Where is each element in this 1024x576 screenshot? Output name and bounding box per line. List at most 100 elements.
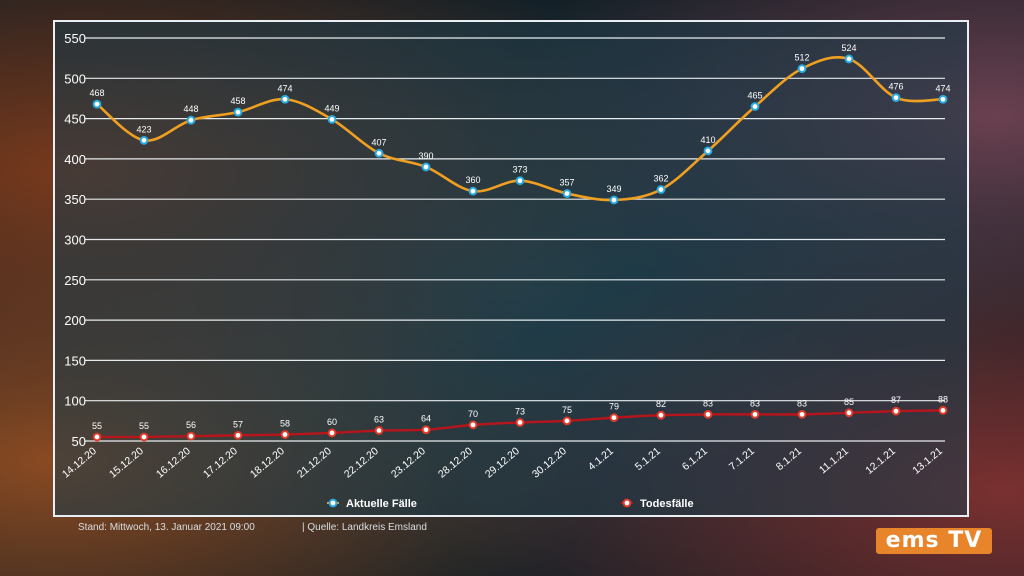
data-point [844, 54, 854, 64]
data-point [797, 64, 807, 74]
y-tick-label: 550 [64, 31, 86, 46]
x-tick-label: 11.1.21 [817, 445, 851, 476]
x-tick-label: 17.12.20 [201, 445, 240, 481]
data-point [656, 410, 666, 420]
data-label: 75 [562, 405, 572, 415]
data-point [186, 431, 196, 441]
legend-marker [328, 498, 338, 508]
x-tick-label: 6.1.21 [680, 445, 710, 473]
data-label: 407 [371, 137, 386, 147]
data-point [233, 107, 243, 117]
data-label: 79 [609, 402, 619, 412]
chart-frame [53, 20, 969, 517]
footer-stand: Stand: Mittwoch, 13. Januar 2021 09:00 [78, 522, 255, 533]
data-label: 85 [844, 397, 854, 407]
data-label: 82 [656, 399, 666, 409]
data-label: 64 [421, 414, 431, 424]
data-label: 390 [418, 151, 433, 161]
x-tick-label: 14.12.20 [60, 445, 99, 481]
data-label: 83 [750, 398, 760, 408]
data-point [468, 420, 478, 430]
x-tick-label: 18.12.20 [248, 445, 287, 481]
data-point [374, 426, 384, 435]
data-point [468, 186, 478, 196]
data-point [139, 135, 149, 145]
footer-source: | Quelle: Landkreis Emsland [302, 522, 427, 533]
data-label: 448 [183, 104, 198, 114]
data-label: 449 [324, 103, 339, 113]
data-point [280, 94, 290, 104]
data-point [656, 185, 666, 194]
data-point [421, 162, 431, 172]
data-point [609, 413, 619, 423]
data-label: 373 [512, 165, 527, 175]
data-point [562, 416, 572, 426]
legend-marker [622, 498, 632, 508]
y-tick-label: 100 [64, 394, 86, 409]
data-label: 83 [703, 398, 713, 408]
y-tick-label: 450 [64, 112, 86, 127]
y-tick-label: 500 [64, 71, 86, 86]
y-tick-label: 150 [64, 353, 86, 368]
data-point [703, 410, 713, 419]
x-tick-label: 16.12.20 [154, 445, 193, 481]
ems-tv-logo: ems TV [876, 528, 992, 554]
data-label: 360 [465, 175, 480, 185]
x-tick-label: 22.12.20 [342, 445, 381, 481]
y-tick-label: 50 [72, 434, 86, 449]
data-label: 512 [794, 53, 809, 63]
data-point [327, 428, 337, 438]
data-point [421, 425, 431, 435]
x-tick-label: 15.12.20 [107, 445, 146, 481]
data-label: 423 [136, 124, 151, 134]
data-label: 468 [89, 88, 104, 98]
data-point [233, 430, 243, 440]
data-point [844, 408, 854, 418]
data-label: 60 [327, 417, 337, 427]
x-tick-label: 21.12.20 [295, 445, 334, 481]
data-point [374, 148, 384, 158]
data-point [703, 146, 713, 156]
data-label: 476 [888, 82, 903, 92]
data-label: 63 [374, 415, 384, 425]
data-label: 87 [891, 395, 901, 405]
data-label: 57 [233, 419, 243, 429]
data-point [938, 94, 948, 104]
data-label: 55 [139, 421, 149, 431]
data-point [515, 418, 525, 427]
data-point [891, 93, 901, 103]
x-tick-label: 8.1.21 [774, 445, 804, 473]
data-label: 58 [280, 419, 290, 429]
x-tick-label: 28.12.20 [436, 445, 475, 481]
y-tick-label: 300 [64, 233, 86, 248]
data-point [327, 115, 337, 124]
data-point [562, 189, 572, 198]
data-label: 73 [515, 406, 525, 416]
data-point [280, 430, 290, 439]
data-point [938, 405, 948, 415]
data-label: 70 [468, 409, 478, 419]
data-label: 465 [747, 91, 762, 101]
data-point [186, 115, 196, 125]
x-tick-label: 30.12.20 [530, 445, 569, 481]
data-label: 55 [92, 421, 102, 431]
y-tick-label: 400 [64, 152, 86, 167]
legend-label: Aktuelle Fälle [346, 498, 417, 510]
x-tick-label: 12.1.21 [863, 445, 898, 477]
data-point [891, 406, 901, 416]
x-tick-label: 7.1.21 [727, 445, 757, 473]
y-tick-label: 350 [64, 192, 86, 207]
y-tick-label: 250 [64, 273, 86, 288]
x-tick-label: 4.1.21 [586, 445, 616, 473]
legend-label: Todesfälle [640, 498, 694, 510]
data-label: 410 [700, 135, 715, 145]
data-label: 458 [230, 96, 245, 106]
data-label: 349 [606, 184, 621, 194]
data-label: 56 [186, 420, 196, 430]
data-point [609, 195, 619, 205]
data-point [139, 432, 149, 442]
data-point [515, 176, 525, 186]
x-tick-label: 13.1.21 [910, 445, 945, 477]
data-point [750, 102, 760, 111]
